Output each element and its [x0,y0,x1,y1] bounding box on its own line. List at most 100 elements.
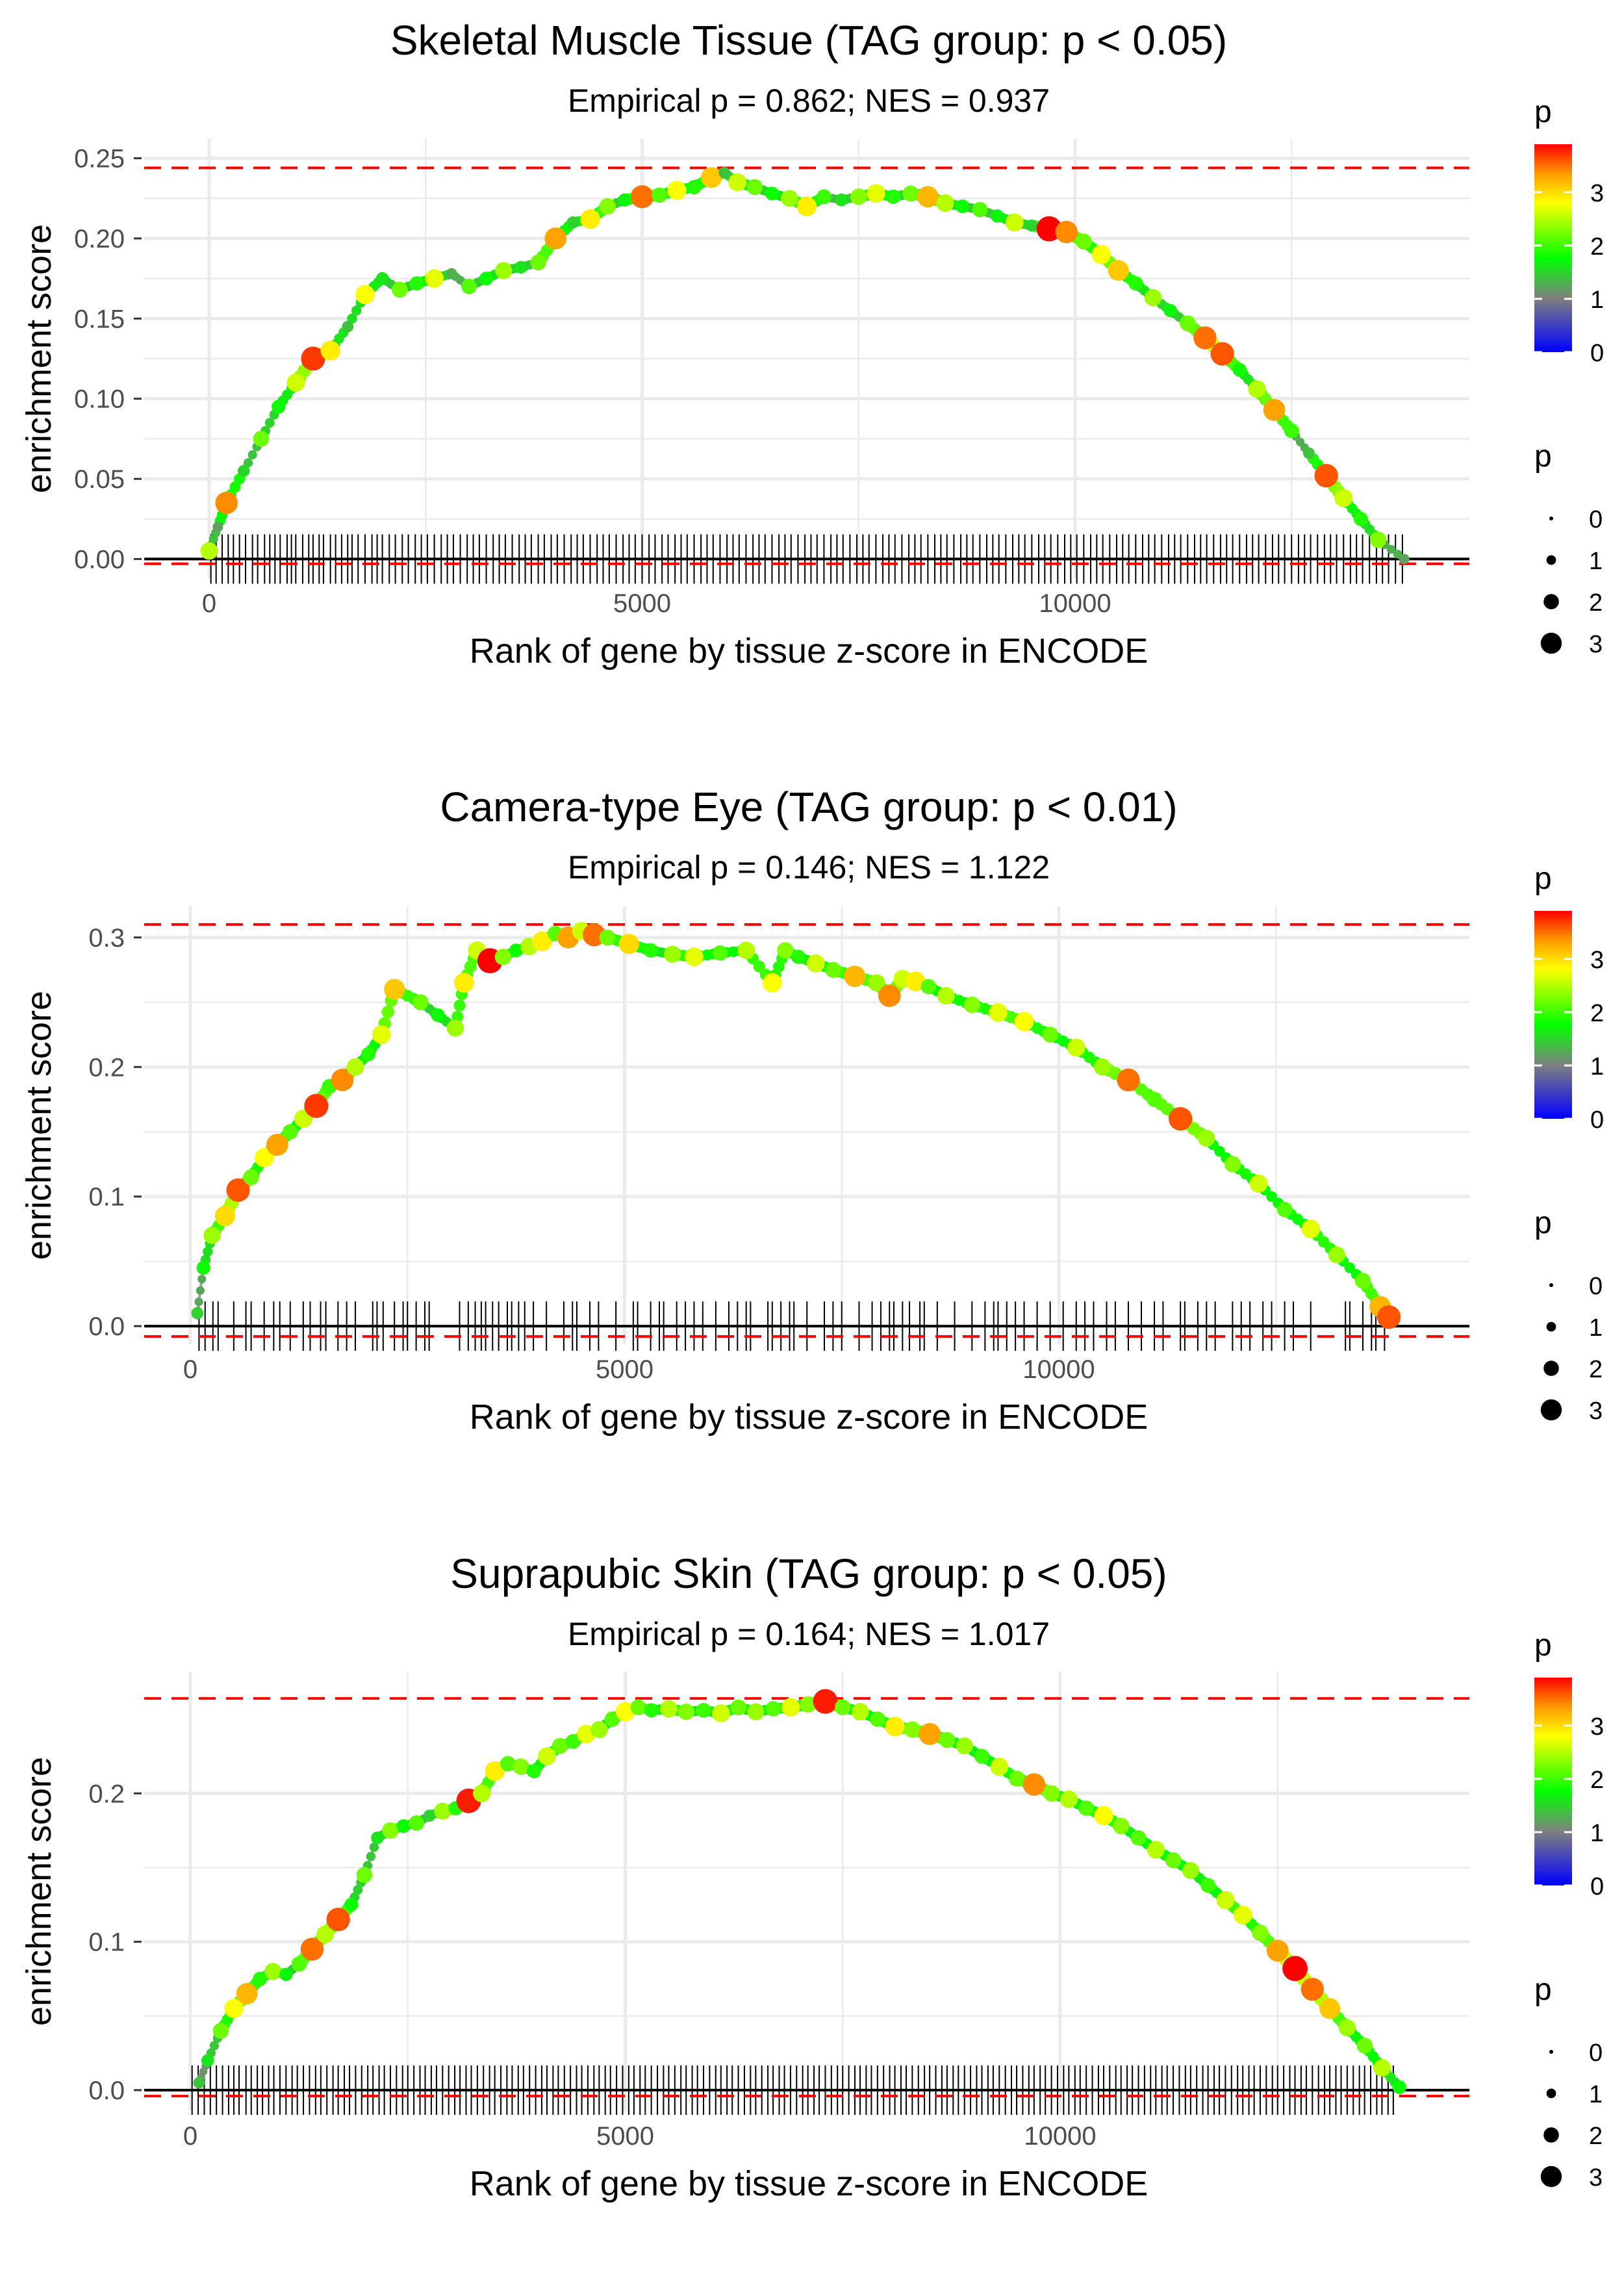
x-axis-label: Rank of gene by tissue z-score in ENCODE [470,632,1148,671]
size-legend-label: 2 [1589,1356,1603,1383]
point [711,1704,730,1722]
point [615,1702,635,1722]
point [532,931,552,952]
point [526,1764,541,1778]
point [196,1260,210,1275]
point [580,209,600,229]
point [347,313,357,324]
point [326,1908,350,1932]
point [678,1704,694,1720]
point [1180,315,1196,331]
x-axis-label: Rank of gene by tissue z-score in ENCODE [470,2164,1148,2203]
color-bar [1534,911,1572,1119]
point [1117,1068,1140,1092]
y-tick-label: 0.25 [74,145,125,173]
point [375,272,389,285]
point [1169,1106,1193,1131]
size-legend-label: 2 [1589,2123,1603,2150]
point [514,261,527,274]
size-legend-dot [1546,555,1556,565]
y-tick-label: 0.1 [88,1928,125,1957]
point [1224,1156,1241,1173]
point [663,945,681,963]
point [1276,1201,1293,1218]
point [781,1698,800,1717]
point [513,1758,529,1775]
point [342,320,354,333]
point [1005,213,1024,232]
size-legend-label: 3 [1589,631,1603,658]
point [1300,1978,1325,2001]
point [320,340,340,361]
size-legend-dot [1549,2050,1553,2054]
size-legend-label: 3 [1589,2164,1603,2191]
point [196,1286,205,1295]
point [1248,380,1266,398]
point [300,1937,324,1961]
point [409,1815,424,1831]
point [1078,1800,1094,1816]
point [685,947,704,967]
point [236,1983,258,2005]
point [813,1689,838,1714]
x-tick-label: 10000 [1039,589,1111,618]
point [1373,2059,1391,2077]
point [384,978,405,1000]
point [1334,489,1353,507]
point [1249,1174,1268,1193]
point [382,1822,399,1839]
point [1303,447,1315,459]
point [226,1178,250,1202]
point [224,1999,244,2019]
color-legend-label: 1 [1590,1053,1604,1080]
point [331,1068,354,1092]
size-legend-dot [1549,517,1553,520]
point [565,1733,581,1749]
point [272,400,286,414]
point [878,984,901,1007]
point [1399,554,1410,565]
grid [144,139,1469,578]
point [203,1227,221,1244]
point [214,1205,236,1227]
point [425,269,444,288]
point [243,458,253,468]
point [1263,399,1286,421]
point [590,1720,608,1739]
point [446,268,457,279]
point [264,1963,282,1980]
point [1059,1790,1078,1808]
y-tick-label: 0.00 [74,545,125,574]
point [412,994,429,1010]
point [500,1756,516,1772]
point [963,996,980,1014]
point [868,974,885,991]
point [253,1971,268,1986]
point [1386,544,1396,554]
y-tick-label: 0.20 [74,225,125,253]
point [920,978,937,995]
x-tick-label: 5000 [613,589,671,618]
point [194,1297,203,1307]
point [867,184,885,203]
point [939,1731,956,1748]
point [201,2054,214,2067]
size-legend-dot [1543,2127,1559,2143]
color-legend-label: 2 [1590,1767,1604,1794]
point [919,1723,941,1745]
point [618,934,639,954]
point [1163,303,1177,318]
point [1233,1906,1252,1924]
point [346,1058,364,1076]
color-legend-label: 1 [1590,287,1604,314]
point [990,1757,1009,1776]
point [599,929,615,946]
point [1328,1246,1345,1264]
point [209,2041,220,2050]
point [353,1885,363,1895]
point [817,189,831,205]
point [301,346,325,371]
point [1130,1830,1147,1846]
point [191,1307,203,1320]
point [212,2023,229,2039]
